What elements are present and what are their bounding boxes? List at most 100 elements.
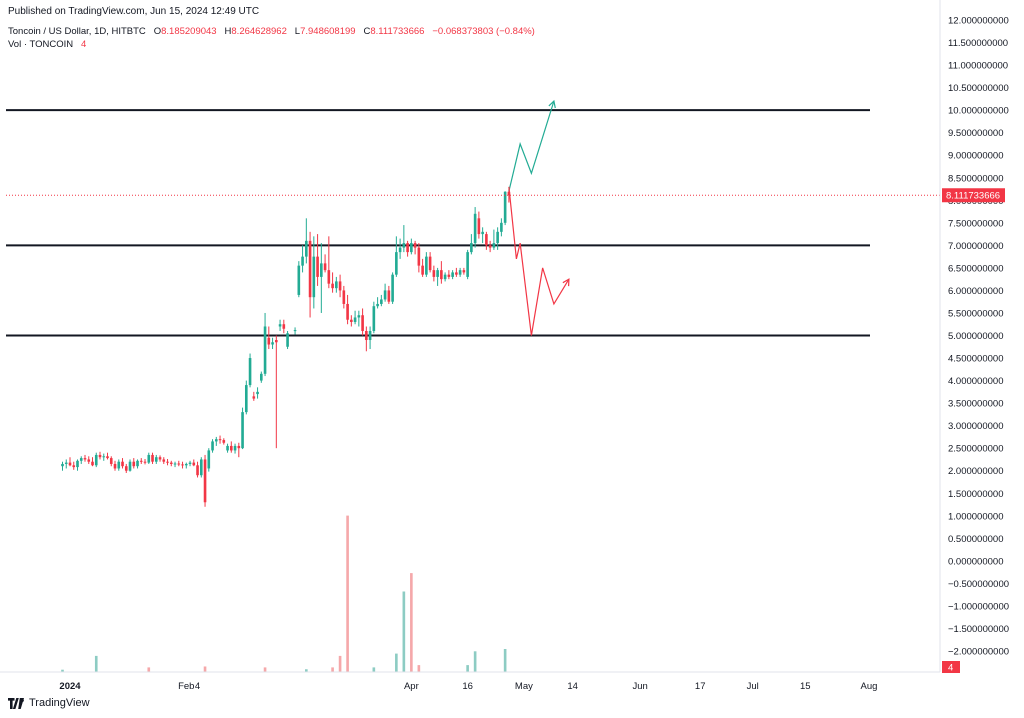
volume-bar (466, 665, 469, 672)
candle-body (275, 340, 278, 343)
candle-body (173, 463, 177, 465)
published-caption: Published on TradingView.com, Jun 15, 20… (8, 6, 260, 17)
high-label: H (224, 26, 232, 37)
candle-body (143, 461, 147, 463)
price-axis[interactable]: 12.000000000 11.500000000 11.000000000 10.5… (939, 0, 1009, 672)
candle (488, 240, 492, 253)
candle-body (488, 245, 492, 248)
candle-body (124, 466, 128, 471)
candle-body (395, 252, 398, 275)
candle (271, 337, 274, 350)
price-tick-label: 0.000000000 (948, 556, 1003, 567)
time-axis[interactable]: 2024 Feb 4 Apr 16 May 14 Jun 17 Jul 15 Aug (0, 671, 940, 692)
candle (417, 243, 421, 273)
candle-body (338, 281, 342, 291)
candle (188, 460, 192, 467)
candle-body (462, 270, 466, 273)
projection-paths[interactable] (508, 99, 570, 336)
axis-badges: 8.111733666 4 (942, 188, 1005, 674)
tradingview-brand: TradingView (29, 697, 90, 709)
volume-label[interactable]: Vol · TONCOIN (8, 39, 74, 50)
price-tick-label: 7.000000000 (948, 241, 1003, 252)
candle (305, 218, 308, 264)
candle-body (301, 256, 304, 266)
price-tick-label: 6.500000000 (948, 263, 1003, 274)
candle (301, 245, 304, 273)
candle (61, 461, 64, 471)
candle-body (455, 272, 458, 275)
time-tick-label: May (515, 681, 533, 692)
candle (320, 243, 323, 313)
candle (455, 267, 458, 277)
candle-body (323, 263, 327, 271)
candle (233, 443, 237, 454)
candle-body (61, 463, 64, 467)
candle (252, 391, 256, 401)
candle-body (229, 445, 233, 451)
time-tick-label: 16 (462, 681, 473, 692)
candle-body (297, 265, 301, 295)
candle-body (387, 290, 391, 302)
candle-body (248, 358, 252, 386)
volume-bar (395, 653, 398, 672)
candle-body (259, 373, 263, 381)
candle (481, 227, 484, 244)
candle (282, 319, 286, 334)
tradingview-footer[interactable]: TradingView (8, 697, 90, 709)
candle-body (166, 461, 169, 463)
low-value: 7.948608199 (300, 26, 356, 37)
time-tick-label: Aug (861, 681, 878, 692)
volume-bar (203, 666, 207, 672)
candle-body (425, 256, 428, 275)
candle-body (342, 290, 346, 304)
candle (241, 407, 244, 450)
volume-bars (61, 515, 507, 672)
candle (413, 240, 417, 255)
candle (124, 463, 128, 473)
candle (410, 238, 413, 255)
candle-body (428, 256, 432, 271)
candle (169, 460, 173, 467)
candle (316, 234, 319, 286)
time-tick-label: Apr (404, 681, 419, 692)
candle-body (282, 324, 286, 329)
candle (259, 371, 263, 383)
candle (244, 380, 248, 415)
candle (79, 456, 83, 464)
candle-body (398, 247, 402, 253)
volume-bar (410, 573, 413, 672)
candle-body (477, 218, 481, 235)
volume-bar (331, 667, 334, 672)
candle-body (136, 460, 139, 467)
candle (147, 452, 151, 464)
candle (406, 240, 409, 257)
volume-value: 4 (81, 39, 87, 50)
volume-bar (503, 649, 507, 672)
price-tick-label: 4.500000000 (948, 354, 1003, 365)
symbol-title[interactable]: Toncoin / US Dollar, 1D, HITBTC (8, 26, 146, 37)
candle-body (507, 191, 511, 196)
candle (361, 308, 364, 336)
close-label: C (363, 26, 371, 37)
candle (458, 267, 462, 277)
candle-body (267, 337, 271, 345)
candle (222, 438, 226, 445)
candle-body (263, 326, 267, 374)
candle (109, 456, 113, 467)
horizontal-levels[interactable] (6, 109, 870, 337)
price-tick-label: 2.500000000 (948, 444, 1003, 455)
candle-body (158, 457, 162, 460)
candle-body (305, 240, 308, 257)
candle (477, 211, 481, 239)
candle-body (466, 252, 469, 277)
candle-body (203, 459, 207, 503)
candle (94, 452, 98, 468)
candle (113, 460, 117, 471)
price-tick-label: 5.500000000 (948, 308, 1003, 319)
price-tick-label: 6.000000000 (948, 286, 1003, 297)
candle (226, 443, 229, 453)
candle (466, 249, 469, 280)
candle (207, 448, 211, 472)
candle (132, 458, 136, 469)
